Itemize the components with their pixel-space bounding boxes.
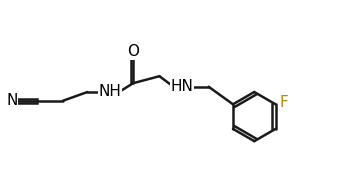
Text: N: N [6, 93, 18, 108]
Text: O: O [127, 44, 139, 59]
Text: NH: NH [99, 84, 122, 100]
Text: F: F [280, 95, 289, 110]
Text: HN: HN [171, 79, 194, 94]
